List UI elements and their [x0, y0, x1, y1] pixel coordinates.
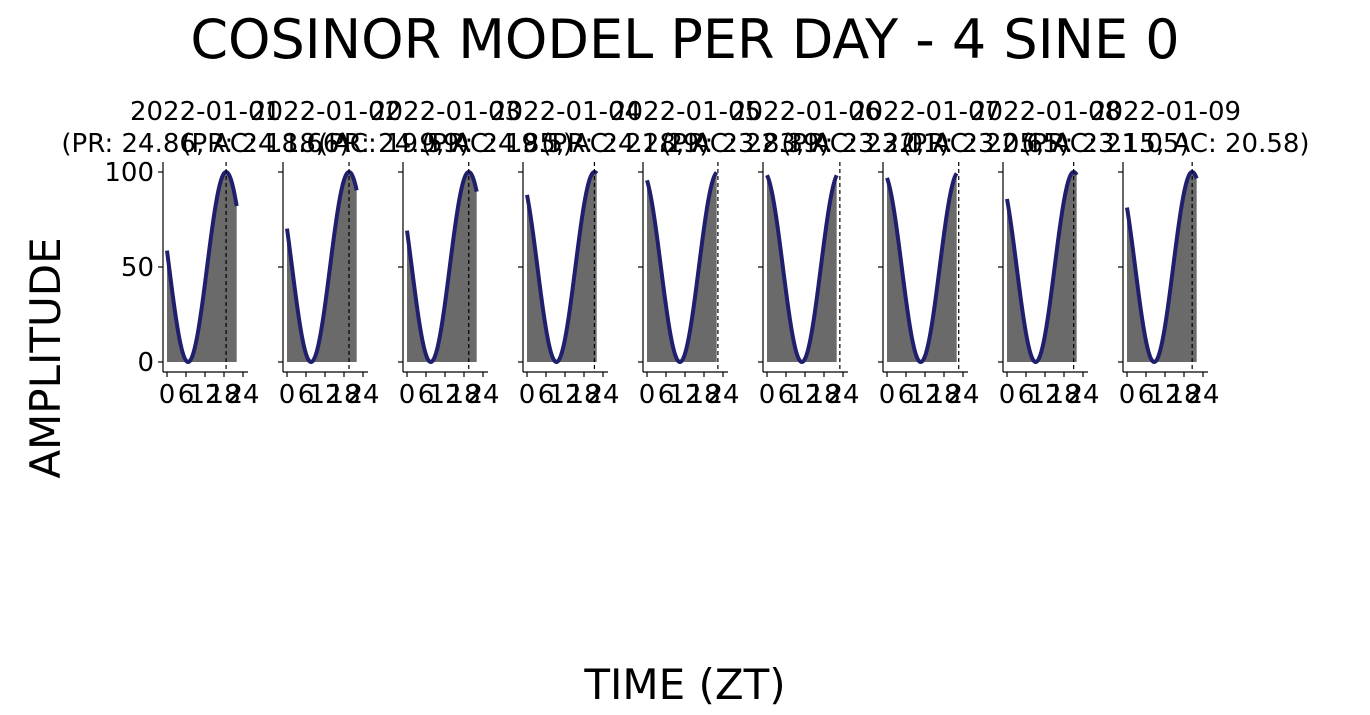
x-tick-label: 18	[207, 380, 240, 410]
x-tick-label: 24	[706, 380, 739, 410]
x-tick-label: 24	[946, 380, 979, 410]
panel-params-2022-01-09: (PR: 23.15, AC: 20.58)	[1021, 129, 1309, 159]
panel-params-2022-01-07: (PR: 23.22, AC: 22.65)	[781, 129, 1069, 159]
x-tick-label: 24	[586, 380, 619, 410]
x-tick-label: 24	[826, 380, 859, 410]
x-tick-label: 24	[1186, 380, 1219, 410]
activity-fill-2022-01-06	[767, 175, 837, 362]
x-tick-label: 6	[418, 380, 435, 410]
panel-date-2022-01-01: 2022-01-01	[130, 97, 281, 127]
x-tick-label: 12	[1028, 380, 1061, 410]
panel-params-2022-01-03: (PR: 24.9, AC: 19.5)	[318, 129, 573, 159]
activity-fill-2022-01-09	[1127, 172, 1197, 362]
x-tick-label: 18	[567, 380, 600, 410]
y-tick-label: 100	[104, 158, 154, 188]
cosinor-curve-2022-01-07	[885, 172, 959, 364]
panel-date-2022-01-08: 2022-01-08	[970, 97, 1121, 127]
panel-date-2022-01-04: 2022-01-04	[490, 97, 641, 127]
x-tick-label: 0	[879, 380, 896, 410]
x-tick-label: 12	[788, 380, 821, 410]
panel-params-2022-01-08: (PR: 23.05, AC: 21.05)	[901, 129, 1189, 159]
x-axis-label: TIME (ZT)	[584, 660, 786, 709]
activity-fill-2022-01-05	[647, 172, 717, 362]
x-tick-label: 24	[346, 380, 379, 410]
panel-date-2022-01-02: 2022-01-02	[250, 97, 401, 127]
activity-fill-2022-01-04	[527, 172, 597, 362]
x-tick-label: 12	[188, 380, 221, 410]
x-tick-label: 12	[668, 380, 701, 410]
panel-params-2022-01-02: (PR: 24.18, AC: 19.59)	[181, 129, 469, 159]
x-tick-label: 12	[1148, 380, 1181, 410]
activity-fill-2022-01-08	[1007, 172, 1077, 362]
panel-date-2022-01-05: 2022-01-05	[610, 97, 761, 127]
panel-params-2022-01-06: (PR: 23.83, AC: 23.01)	[661, 129, 949, 159]
panel-params-2022-01-01: (PR: 24.86, AC: 18.66)	[61, 129, 349, 159]
x-tick-label: 24	[466, 380, 499, 410]
x-tick-label: 18	[447, 380, 480, 410]
panel-date-2022-01-09: 2022-01-09	[1090, 97, 1241, 127]
x-tick-label: 6	[298, 380, 315, 410]
activity-fill-2022-01-01	[167, 172, 237, 362]
cosinor-curve-2022-01-09	[1125, 170, 1199, 364]
x-tick-label: 18	[687, 380, 720, 410]
activity-fill-2022-01-07	[887, 173, 957, 362]
x-tick-label: 18	[807, 380, 840, 410]
cosinor-curve-2022-01-05	[645, 171, 719, 364]
cosinor-curve-2022-01-03	[405, 170, 479, 364]
activity-fill-2022-01-02	[287, 172, 357, 362]
x-tick-label: 18	[327, 380, 360, 410]
cosinor-curve-2022-01-01	[165, 170, 239, 364]
x-tick-label: 0	[159, 380, 176, 410]
x-tick-label: 18	[1167, 380, 1200, 410]
x-tick-label: 0	[1119, 380, 1136, 410]
x-tick-label: 12	[308, 380, 341, 410]
x-tick-label: 0	[999, 380, 1016, 410]
x-tick-label: 6	[1138, 380, 1155, 410]
x-tick-label: 0	[279, 380, 296, 410]
x-tick-label: 0	[399, 380, 416, 410]
activity-fill-2022-01-03	[407, 172, 477, 362]
cosinor-curve-2022-01-04	[525, 170, 599, 364]
x-tick-label: 0	[519, 380, 536, 410]
figure-title: COSINOR MODEL PER DAY - 4 SINE 0	[190, 8, 1180, 71]
x-tick-label: 18	[1047, 380, 1080, 410]
panel-date-2022-01-06: 2022-01-06	[730, 97, 881, 127]
panel-params-2022-01-05: (PR: 24.28, AC: 22.39)	[541, 129, 829, 159]
x-tick-label: 6	[778, 380, 795, 410]
x-tick-label: 24	[226, 380, 259, 410]
x-tick-label: 6	[658, 380, 675, 410]
cosinor-curve-2022-01-06	[765, 174, 839, 364]
cosinor-curve-2022-01-08	[1005, 170, 1079, 364]
x-tick-label: 6	[898, 380, 915, 410]
x-tick-label: 0	[639, 380, 656, 410]
x-tick-label: 6	[1018, 380, 1035, 410]
panel-date-2022-01-07: 2022-01-07	[850, 97, 1001, 127]
panel-params-2022-01-04: (PR: 24.85, AC: 21.29)	[421, 129, 709, 159]
y-tick-label: 0	[137, 348, 154, 378]
x-tick-label: 12	[908, 380, 941, 410]
x-tick-label: 12	[548, 380, 581, 410]
x-tick-label: 6	[538, 380, 555, 410]
cosinor-curve-2022-01-02	[285, 170, 359, 364]
x-tick-label: 6	[178, 380, 195, 410]
x-tick-label: 0	[759, 380, 776, 410]
panel-date-2022-01-03: 2022-01-03	[370, 97, 521, 127]
x-tick-label: 24	[1066, 380, 1099, 410]
x-tick-label: 12	[428, 380, 461, 410]
y-tick-label: 50	[121, 253, 154, 283]
x-tick-label: 18	[927, 380, 960, 410]
